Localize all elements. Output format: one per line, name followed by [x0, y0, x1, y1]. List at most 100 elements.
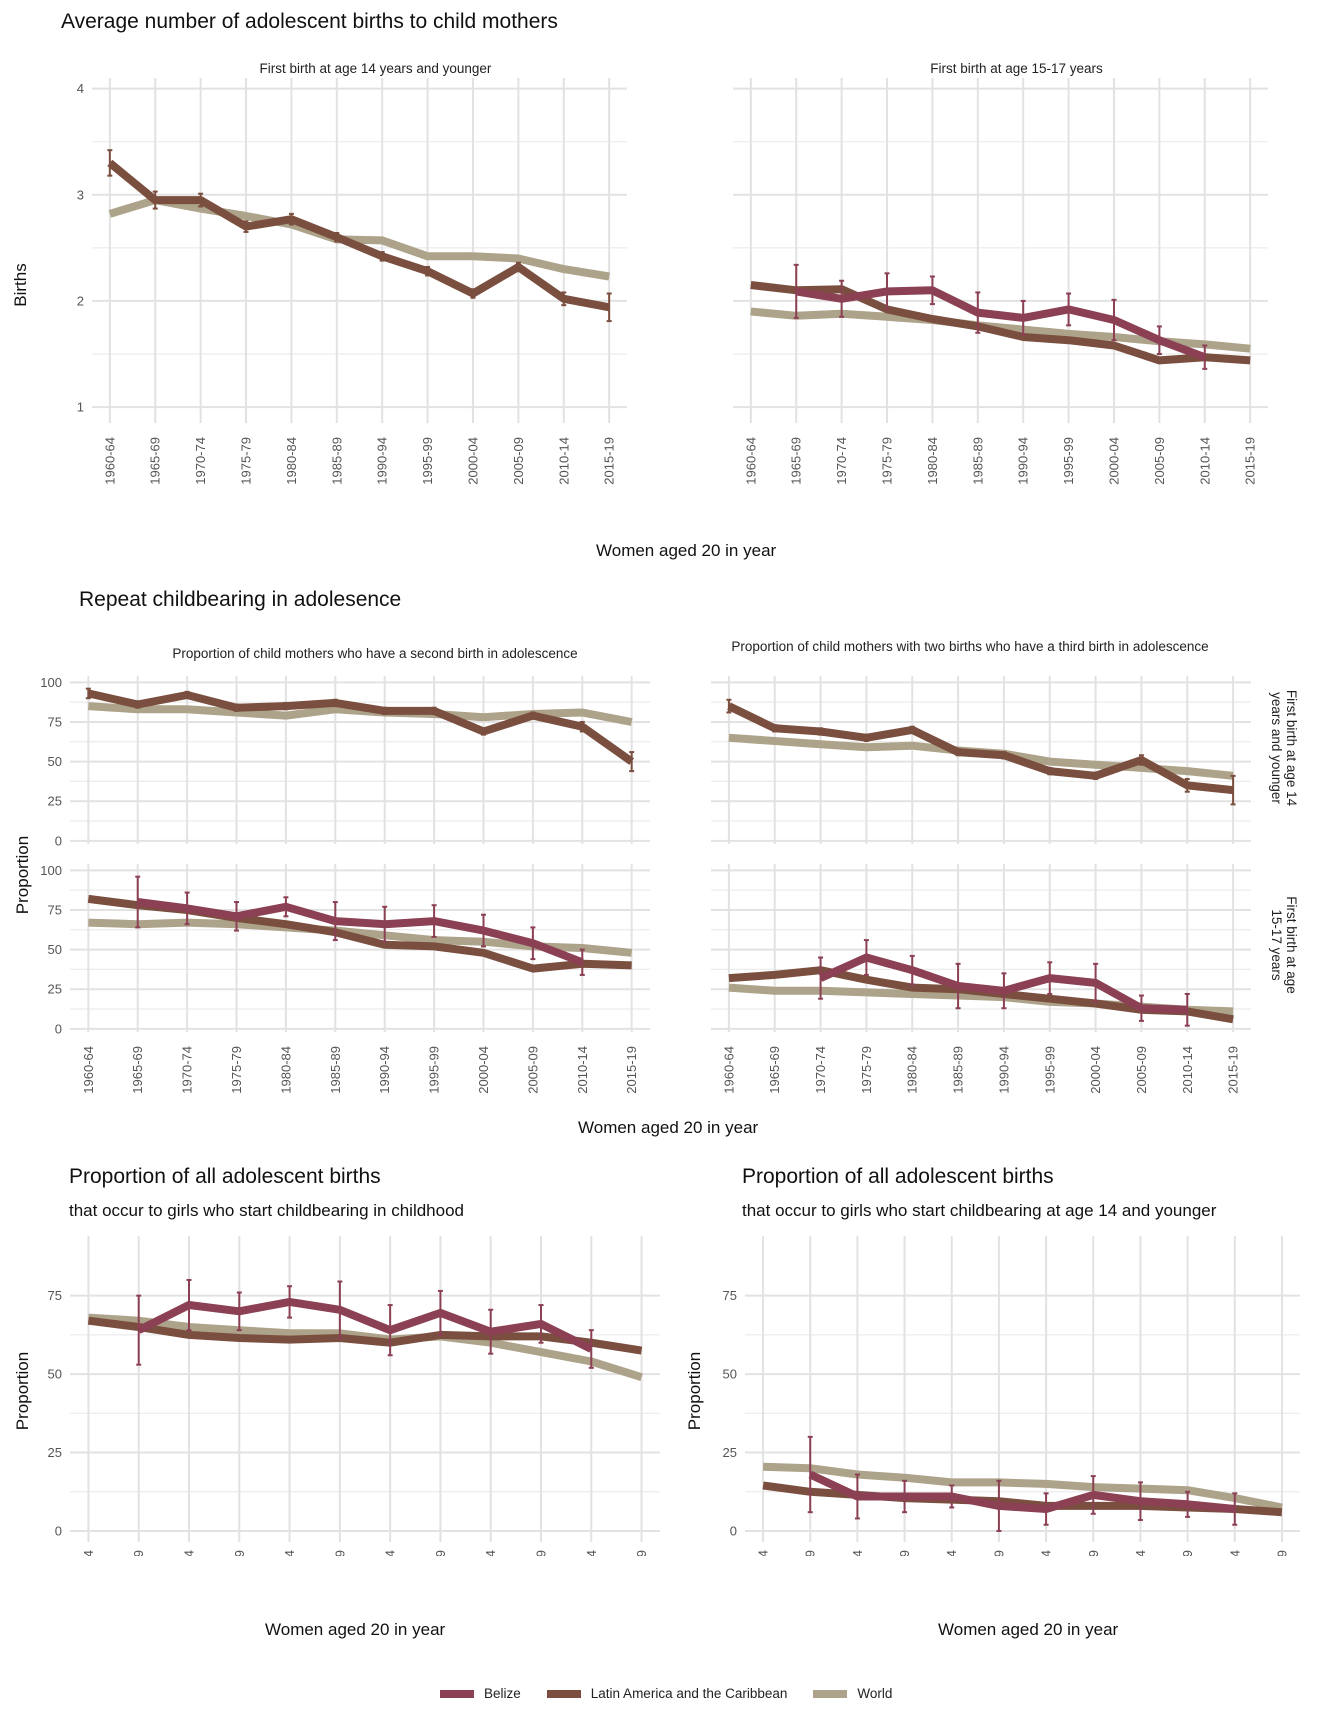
- x-tick-label: 1960-64: [721, 1046, 736, 1094]
- x-tick-label: 2000-04: [1133, 1550, 1148, 1556]
- x-tick-label: 2005-09: [1180, 1550, 1195, 1556]
- y-tick-label: 75: [48, 714, 62, 729]
- x-tick-label: 1995-99: [1061, 437, 1076, 485]
- chart-panel-c8: 0 25 50 75 1960-64 1965-69 1970-74 1975-79 1980-…: [723, 1236, 1300, 1556]
- gridlines: [711, 676, 1251, 844]
- error-bar-latin-america-and-the-caribbean: [382, 706, 388, 716]
- error-bar-latin-america-and-the-caribbean: [425, 265, 431, 277]
- error-bar-belize: [902, 1479, 908, 1514]
- panel-title-c3: Proportion of child mothers who have a s…: [172, 646, 578, 661]
- error-bar-belize: [234, 901, 240, 932]
- y-axis-title-s1: Births: [11, 263, 30, 307]
- y-tick-label: 50: [48, 754, 62, 769]
- x-tick-label: 2005-09: [511, 437, 526, 485]
- x-tick-label: 1965-69: [767, 1046, 782, 1094]
- series-line-latin-america-and-the-caribbean: [727, 702, 1234, 795]
- gridlines: [711, 864, 1251, 1032]
- x-tick-label: 2010-14: [1227, 1550, 1242, 1556]
- y-tick-label: 3: [77, 187, 84, 202]
- error-bar-latin-america-and-the-caribbean: [198, 192, 204, 208]
- x-tick-label: 1965-69: [130, 1046, 145, 1094]
- series-line-latin-america-and-the-caribbean: [87, 689, 635, 765]
- y-tick-label: 50: [723, 1367, 737, 1382]
- error-bar-latin-america-and-the-caribbean: [431, 706, 437, 716]
- error-bar-belize: [530, 926, 536, 961]
- legend-label-world: World: [857, 1686, 893, 1701]
- x-tick-label: 2005-09: [1134, 1046, 1149, 1094]
- x-tick-label: 1980-84: [925, 437, 940, 485]
- x-tick-label: 1965-69: [148, 437, 163, 485]
- error-bar-latin-america-and-the-caribbean: [332, 698, 338, 708]
- error-bar-latin-america-and-the-caribbean: [606, 292, 612, 323]
- error-bar-latin-america-and-the-caribbean: [379, 251, 385, 262]
- error-bar-belize: [996, 1479, 1002, 1533]
- error-bar-latin-america-and-the-caribbean: [629, 751, 635, 773]
- y-tick-label: 75: [723, 1288, 737, 1303]
- x-tick-label: 1960-64: [102, 437, 117, 485]
- chart-panel-c7: 0 25 50 75 1960-64 1965-69 1970-74 1975-79 1980-…: [48, 1236, 660, 1556]
- error-bar-latin-america-and-the-caribbean: [818, 727, 824, 736]
- x-tick-label: 1970-74: [834, 437, 849, 485]
- error-bar-latin-america-and-the-caribbean: [909, 725, 915, 735]
- error-bar-latin-america-and-the-caribbean: [863, 733, 869, 742]
- error-bar-belize: [1093, 962, 1099, 1003]
- series-line-latin-america-and-the-caribbean: [107, 159, 610, 312]
- x-tick-label: 1970-74: [180, 1046, 195, 1094]
- y-tick-label: 100: [40, 864, 62, 878]
- x-tick-label: 1985-89: [332, 1550, 347, 1556]
- x-tick-label: 1975-79: [232, 1550, 247, 1556]
- x-axis-title-s2: Women aged 20 in year: [578, 1118, 759, 1137]
- y-axis-title-c8: Proportion: [685, 1351, 704, 1431]
- x-axis-title-c8: Women aged 20 in year: [938, 1620, 1119, 1639]
- x-tick-label: 1990-94: [377, 1046, 392, 1094]
- x-tick-label: 1970-74: [182, 1550, 197, 1556]
- series-line-latin-america-and-the-caribbean: [87, 1316, 643, 1355]
- x-tick-label: 1975-79: [859, 1046, 874, 1094]
- section-3-right-title: Proportion of all adolescent births: [742, 1165, 1054, 1188]
- error-bar-belize: [839, 279, 845, 318]
- x-tick-label: 1985-89: [329, 437, 344, 485]
- error-bar-belize: [387, 1304, 393, 1357]
- error-bar-belize: [1138, 994, 1144, 1022]
- error-bar-latin-america-and-the-caribbean: [283, 701, 289, 711]
- error-bar-latin-america-and-the-caribbean: [1138, 754, 1144, 766]
- error-bar-belize: [818, 956, 824, 1000]
- error-bar-latin-america-and-the-caribbean: [530, 711, 536, 720]
- error-bar-latin-america-and-the-caribbean: [85, 687, 91, 700]
- x-tick-label: 2005-09: [533, 1550, 548, 1556]
- legend-key-lac: [546, 1689, 581, 1698]
- x-tick-label: 1970-74: [850, 1550, 865, 1556]
- error-bar-latin-america-and-the-caribbean: [1047, 766, 1053, 776]
- error-bar-belize: [929, 275, 935, 306]
- x-tick-label: 2015-19: [602, 437, 617, 485]
- legend: Belize Latin America and the Caribbean W…: [440, 1686, 892, 1701]
- x-tick-label: 2015-19: [1226, 1046, 1241, 1094]
- y-tick-label: 25: [48, 982, 62, 997]
- error-bar-belize: [1232, 1492, 1238, 1526]
- error-bar-belize: [480, 913, 486, 948]
- chart-panel-c1: 1 2 3 4 1960-64 1965-69 1970-74 1975-79 1980-84 1…: [77, 78, 627, 485]
- x-tick-label: 1985-89: [328, 1046, 343, 1094]
- y-tick-label: 75: [48, 902, 62, 917]
- error-bar-belize: [332, 901, 338, 942]
- error-bar-belize: [975, 291, 981, 334]
- error-bar-belize: [1043, 1492, 1049, 1526]
- x-tick-label: 1990-94: [383, 1550, 398, 1556]
- error-bar-belize: [1001, 972, 1007, 1010]
- series-line-world: [108, 196, 610, 281]
- error-bar-belize: [186, 1278, 192, 1332]
- x-tick-label: 1995-99: [433, 1550, 448, 1556]
- y-tick-label: 75: [48, 1288, 62, 1303]
- x-tick-label: 2015-19: [1243, 437, 1258, 485]
- series-line-belize: [137, 898, 584, 967]
- error-bar-belize: [579, 948, 585, 976]
- y-tick-label: 100: [40, 676, 62, 690]
- error-bar-belize: [884, 272, 890, 311]
- error-bar-belize: [588, 1329, 594, 1369]
- error-bar-latin-america-and-the-caribbean: [1184, 778, 1190, 793]
- x-tick-label: 1995-99: [427, 1046, 442, 1094]
- x-tick-label: 1960-64: [743, 437, 758, 485]
- error-bar-latin-america-and-the-caribbean: [1093, 771, 1099, 781]
- x-tick-label: 1975-79: [897, 1550, 912, 1556]
- error-bar-belize: [337, 1280, 343, 1339]
